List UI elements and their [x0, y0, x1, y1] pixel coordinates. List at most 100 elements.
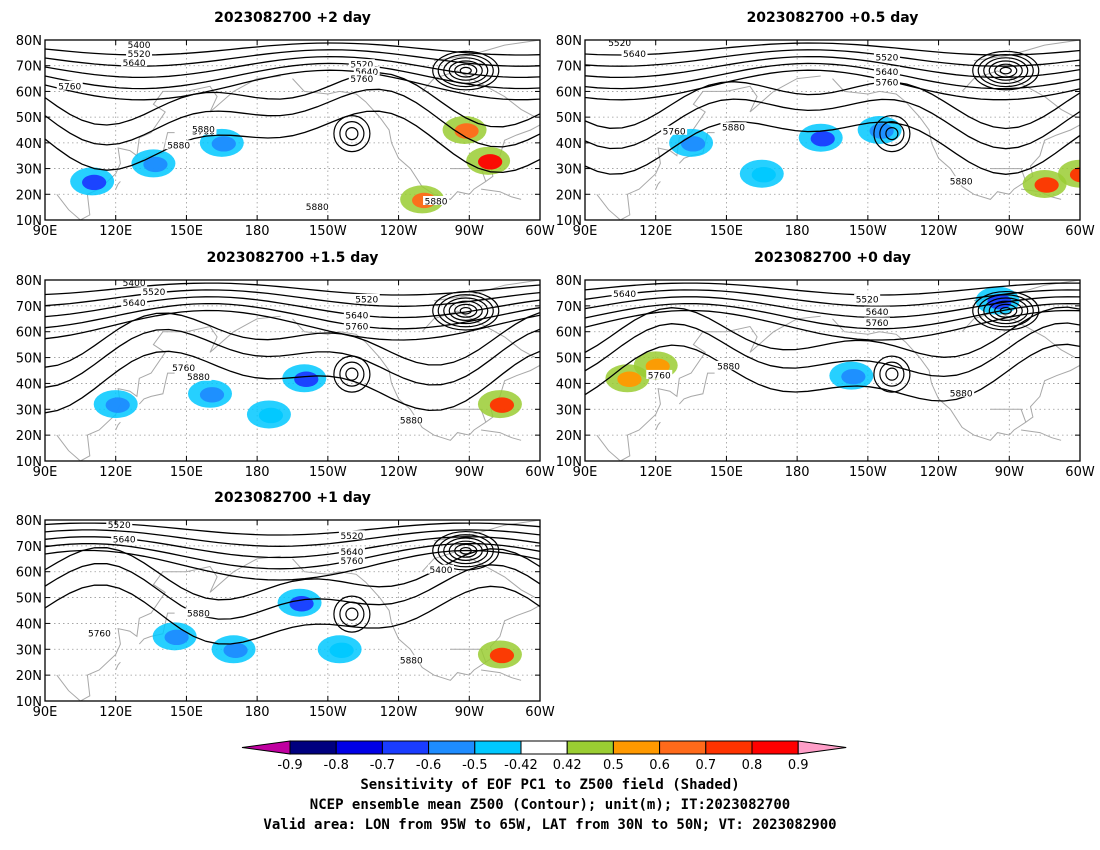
contour-label-bg: [864, 317, 891, 327]
coastline: [115, 421, 121, 431]
z500-closed-contour: [437, 53, 494, 88]
lon-tick-label: 90E: [573, 224, 598, 239]
contour-label: 5400: [128, 41, 151, 51]
lat-tick-label: 70N: [16, 300, 42, 315]
colorbar-tick-label: 0.6: [649, 758, 670, 773]
colorbar-segment: [335, 740, 383, 755]
colorbar-tick-label: -0.8: [324, 758, 349, 773]
lat-tick-label: 70N: [16, 60, 42, 75]
coastline: [115, 181, 121, 190]
colorbar-segment: [381, 740, 430, 755]
lat-tick-label: 80N: [16, 34, 42, 49]
lat-tick-label: 40N: [556, 377, 582, 392]
contour-label-bg: [126, 40, 153, 49]
lat-tick-label: 40N: [16, 137, 42, 152]
negative-sensitivity-core: [82, 174, 107, 191]
contour-label-bg: [948, 388, 975, 398]
z500-closed-contour: [339, 361, 365, 387]
lat-tick-label: 80N: [16, 274, 42, 289]
contour-label: 5760: [58, 82, 81, 92]
colorbar-tick-label: 0.5: [603, 758, 624, 773]
panel-title: 2023082700 +0 day: [754, 250, 911, 266]
colorbar-tick-label: -0.9: [277, 758, 302, 773]
contour-label-bg: [611, 288, 638, 298]
coastline: [292, 558, 540, 681]
footer-line: NCEP ensemble mean Z500 (Contour); unit(…: [310, 797, 790, 813]
z500-contour: [45, 69, 540, 101]
lat-tick-label: 80N: [556, 34, 582, 49]
contour-label-bg: [873, 77, 900, 87]
negative-sensitivity-core: [841, 368, 866, 385]
contour-label: 5760: [345, 323, 368, 333]
lon-tick-label: 90W: [455, 224, 485, 239]
colorbar-tick-label: -0.7: [370, 758, 395, 773]
contour-label: 5640: [113, 535, 136, 545]
contour-label-bg: [165, 140, 192, 150]
contour-label-bg: [621, 48, 648, 58]
contour-label-bg: [121, 297, 148, 307]
negative-sensitivity-core: [680, 136, 706, 152]
coastline: [481, 429, 522, 441]
positive-sensitivity-core: [454, 123, 479, 139]
contour-label: 5760: [172, 364, 195, 374]
coastline: [421, 310, 536, 359]
lat-tick-label: 50N: [556, 111, 582, 126]
z500-contour: [585, 322, 1080, 378]
coastline: [596, 315, 821, 461]
z500-closed-contour: [994, 63, 1018, 78]
lat-tick-label: 20N: [556, 429, 582, 444]
contour-label-bg: [715, 360, 742, 370]
contour-label: 5880: [167, 142, 190, 152]
contour-label-bg: [343, 310, 370, 320]
contour-label: 5880: [192, 126, 215, 136]
z500-contour: [585, 343, 1080, 402]
negative-sensitivity-core: [211, 136, 236, 152]
z500-contour: [585, 121, 1080, 175]
contour-label-bg: [121, 57, 148, 67]
map-area: 5400552056405760588057605880552056405760…: [45, 40, 540, 220]
lon-tick-label: 150W: [849, 224, 887, 239]
coastline: [990, 168, 1027, 182]
lat-tick-label: 40N: [16, 617, 42, 632]
lat-tick-label: 30N: [556, 163, 582, 178]
lat-tick-label: 80N: [556, 274, 582, 289]
colorbar-segment: [289, 740, 337, 755]
lon-tick-label: 120E: [99, 224, 132, 239]
colorbar-tick-label: 0.42: [553, 758, 582, 773]
coastline: [832, 318, 1080, 441]
lon-tick-label: 120W: [920, 224, 958, 239]
contour-label-bg: [428, 564, 454, 574]
coastline: [292, 78, 540, 200]
z500-closed-contour: [983, 57, 1029, 84]
contour-label: 5760: [350, 75, 373, 85]
panel-title: 2023082700 +2 day: [214, 10, 371, 26]
z500-contour: [585, 306, 1080, 358]
colorbar-segment: [659, 740, 707, 755]
negative-sensitivity-core: [258, 407, 284, 424]
lat-tick-label: 30N: [16, 643, 42, 658]
z500-contour: [585, 62, 1080, 90]
z500-contour: [585, 69, 1080, 101]
z500-closed-contour: [339, 601, 365, 627]
contour-label: 5640: [875, 68, 898, 78]
lat-tick-label: 60N: [556, 85, 582, 100]
contour-label: 5520: [128, 50, 151, 60]
z500-closed-contour: [459, 66, 472, 75]
colorbar-segment: [520, 740, 568, 755]
lon-tick-label: 90W: [455, 465, 485, 480]
contour-label: 5880: [187, 610, 210, 620]
chart-panel: 5400552056405760588057605880552056405760…: [16, 10, 555, 239]
z500-closed-contour: [873, 355, 911, 393]
positive-sensitivity-core: [489, 647, 515, 664]
lon-tick-label: 180: [245, 465, 270, 480]
positive-sensitivity-core: [1069, 167, 1080, 183]
contour-label: 5760: [866, 319, 889, 329]
contour-label-bg: [661, 125, 688, 135]
lat-tick-label: 50N: [16, 352, 42, 367]
lon-tick-label: 90E: [33, 224, 58, 239]
negative-sensitivity-core: [143, 156, 168, 173]
contour-label: 5760: [875, 79, 898, 89]
contour-label-bg: [864, 306, 891, 316]
coastline: [481, 669, 522, 681]
